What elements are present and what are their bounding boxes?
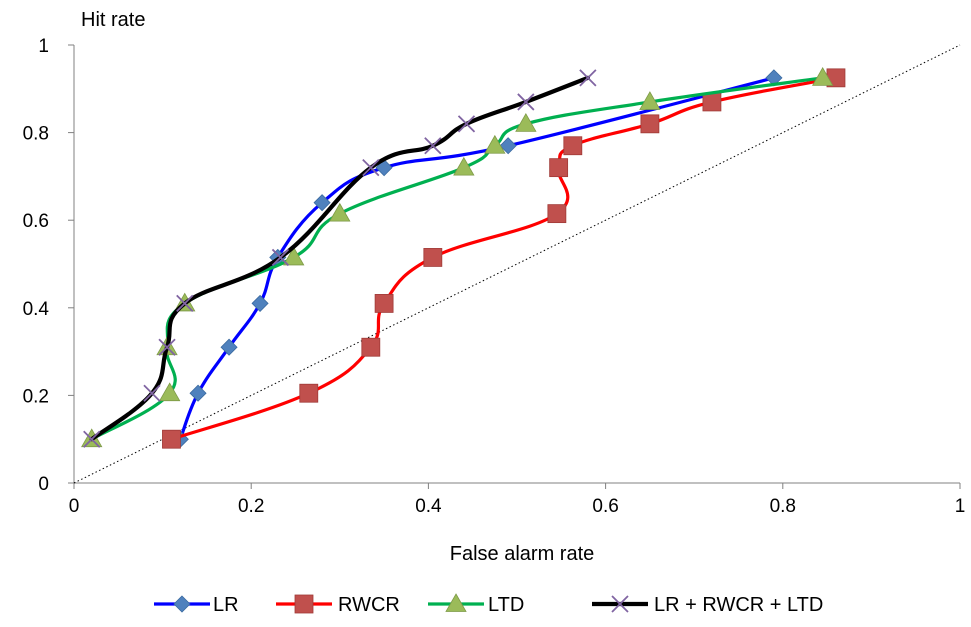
legend-item-3: LTD (428, 593, 524, 616)
series-2-group (162, 68, 846, 449)
series-3-marker (283, 246, 305, 266)
series-2-marker (547, 204, 567, 224)
series-4-marker (271, 248, 290, 267)
y-tick-label: 1 (38, 36, 49, 57)
series-1-marker (189, 384, 207, 402)
series-3-marker (453, 156, 475, 176)
x-tick-label: 0.8 (770, 496, 796, 517)
x-tick-label: 1 (955, 496, 966, 517)
y-tick-label: 0.6 (23, 211, 49, 232)
series-4-marker (143, 384, 161, 402)
legend-label: RWCR (338, 594, 400, 616)
legend-4-marker (611, 595, 629, 613)
series-4-marker (579, 69, 597, 87)
series-4-marker (457, 115, 476, 133)
series-2-marker (563, 136, 583, 156)
x-tick-label: 0.2 (238, 496, 264, 517)
y-tick-label: 0.2 (23, 386, 49, 407)
series-3-line (90, 76, 825, 441)
y-tick-label: 0.8 (23, 124, 49, 145)
x-axis-title: False alarm rate (450, 543, 595, 565)
series-2-marker (299, 383, 319, 403)
legend-item-1: LR (154, 594, 239, 616)
series-4-group (83, 69, 597, 448)
series-2-marker (640, 114, 660, 134)
axes-layer: 0 0.2 0.4 0.6 0.8 1 0 0.2 0.4 0.6 0.8 1 False alar… (23, 9, 966, 565)
y-tick-label: 0.4 (23, 299, 50, 320)
series-1-line (178, 76, 776, 441)
series-1-marker (499, 137, 517, 155)
series-4-marker (83, 430, 101, 448)
series-4-marker (176, 294, 194, 313)
series-4-marker (158, 338, 176, 356)
series-2-marker (374, 294, 394, 313)
x-ticks: 0 0.2 0.4 0.6 0.8 1 (69, 483, 966, 517)
series-2-marker (423, 248, 443, 267)
series-layer (81, 67, 846, 449)
series-1-marker (313, 194, 331, 212)
series-4-line (89, 75, 590, 442)
series-3-marker (515, 113, 537, 132)
series-3-marker (158, 382, 181, 402)
legend-1-marker (173, 595, 191, 613)
x-tick-label: 0.6 (592, 496, 618, 517)
series-1-marker (220, 338, 238, 356)
y-ticks: 0 0.2 0.4 0.6 0.8 1 (23, 36, 74, 495)
series-3-marker (639, 91, 661, 110)
legend-3-marker (445, 593, 467, 612)
diagonal-reference-line (73, 44, 961, 484)
series-2-marker (162, 429, 181, 449)
series-4-marker (362, 159, 380, 177)
legend-label: LR (213, 594, 239, 616)
legend-2-marker (294, 594, 314, 614)
legend-label: LR + RWCR + LTD (654, 594, 823, 616)
x-tick-label: 0.4 (415, 496, 442, 517)
legend-label: LTD (488, 594, 524, 616)
series-4-marker (424, 137, 442, 155)
series-2-marker (361, 337, 381, 357)
legend-item-2: RWCR (276, 594, 400, 616)
x-tick-label: 0 (69, 496, 80, 517)
legend-item-4: LR + RWCR + LTD (592, 594, 823, 616)
series-2-marker (702, 92, 722, 112)
series-2-marker (549, 158, 569, 178)
series-3-marker (484, 134, 506, 154)
legend: LR RWCR LTD LR + RWCR + LTD (154, 593, 823, 616)
series-3-marker (329, 202, 351, 222)
y-tick-label: 0 (38, 474, 49, 495)
series-1-marker (251, 294, 269, 312)
series-3-marker (811, 67, 834, 86)
y-axis-title: Hit rate (81, 9, 145, 31)
series-1-group (171, 69, 783, 448)
series-4-marker (517, 93, 535, 111)
